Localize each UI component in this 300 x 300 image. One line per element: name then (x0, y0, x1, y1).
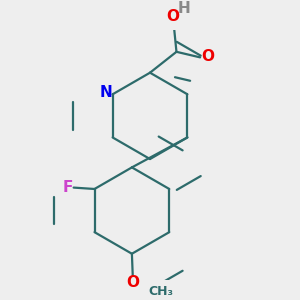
Text: H: H (178, 1, 190, 16)
Text: F: F (62, 180, 73, 195)
Text: CH₃: CH₃ (148, 285, 173, 298)
Text: N: N (99, 85, 112, 100)
Text: O: O (201, 49, 214, 64)
Text: O: O (166, 9, 179, 24)
Text: O: O (126, 275, 139, 290)
